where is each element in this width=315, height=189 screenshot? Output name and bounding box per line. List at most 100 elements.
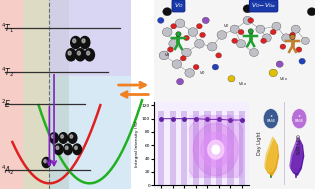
Bar [158,111,164,185]
Circle shape [169,39,178,48]
Bar [193,111,199,185]
Text: $V_O$$-V_{Ga}$: $V_O$$-V_{Ga}$ [251,1,276,10]
Circle shape [77,51,80,55]
Circle shape [299,58,305,64]
Circle shape [168,47,173,52]
Circle shape [282,34,290,42]
Text: $^4T_2$: $^4T_2$ [1,65,14,79]
Circle shape [66,49,76,61]
Circle shape [82,39,85,43]
Circle shape [243,16,252,25]
Circle shape [176,78,184,85]
Circle shape [194,39,204,48]
Circle shape [272,22,281,30]
Circle shape [207,42,217,51]
Circle shape [243,5,252,13]
Circle shape [180,56,186,61]
Polygon shape [265,137,277,173]
Circle shape [230,25,239,33]
Circle shape [71,36,81,49]
Circle shape [175,19,185,28]
Circle shape [232,38,238,43]
Circle shape [228,76,235,82]
Circle shape [307,8,315,16]
Circle shape [262,34,271,42]
Circle shape [68,51,71,55]
Polygon shape [208,140,224,159]
Circle shape [50,133,58,143]
Text: $^2E$: $^2E$ [1,98,11,110]
Circle shape [176,32,181,36]
Polygon shape [173,100,259,189]
Circle shape [75,49,85,61]
Polygon shape [23,0,69,189]
Circle shape [158,18,164,23]
Text: $V_O$: $V_O$ [223,22,230,30]
Circle shape [85,49,94,61]
Circle shape [193,64,199,70]
Bar [216,111,222,185]
Bar [169,111,176,185]
Circle shape [296,47,302,52]
Text: $V_{Ga}$: $V_{Ga}$ [238,81,247,88]
Bar [181,111,187,185]
Text: $^4T_1$: $^4T_1$ [1,21,14,35]
Y-axis label: Integral Intensity (%): Integral Intensity (%) [135,120,139,167]
Bar [239,111,245,185]
Circle shape [248,18,254,23]
Circle shape [73,39,76,43]
Circle shape [249,48,258,57]
Circle shape [163,8,172,16]
Circle shape [269,69,278,77]
Circle shape [51,135,54,138]
Circle shape [256,25,265,33]
Circle shape [163,28,172,36]
Circle shape [159,51,169,60]
Circle shape [188,28,198,36]
Text: ★
BASE: ★ BASE [295,114,304,123]
Polygon shape [266,139,278,175]
Polygon shape [212,145,220,154]
Circle shape [56,146,59,149]
FancyBboxPatch shape [0,0,154,189]
Text: $V_{Ga}$: $V_{Ga}$ [278,75,287,83]
Text: Day Light: Day Light [257,132,262,155]
Circle shape [291,25,300,33]
Circle shape [73,144,82,155]
Circle shape [261,38,266,43]
Circle shape [248,29,253,34]
Circle shape [202,17,209,24]
Circle shape [238,29,244,35]
Bar [227,111,234,185]
Circle shape [80,36,90,49]
Polygon shape [184,112,248,187]
Circle shape [197,24,202,29]
Text: $^4A_2$: $^4A_2$ [1,163,14,177]
Circle shape [42,157,50,168]
Circle shape [212,64,219,70]
Circle shape [184,35,189,40]
Circle shape [75,146,77,149]
Circle shape [263,109,278,129]
Circle shape [44,160,47,163]
Text: $V_O$: $V_O$ [164,52,171,59]
Circle shape [70,135,73,138]
Text: ★
BASE: ★ BASE [266,114,276,123]
Polygon shape [201,132,231,167]
Circle shape [292,109,307,129]
Circle shape [68,133,77,143]
Circle shape [290,35,295,40]
Text: $V_O$: $V_O$ [199,69,206,77]
Circle shape [171,24,176,29]
Text: NIR LED: NIR LED [297,134,302,153]
Circle shape [276,61,283,67]
Polygon shape [291,139,304,175]
Circle shape [172,60,182,69]
Circle shape [64,144,72,155]
Circle shape [54,144,63,155]
Polygon shape [49,0,131,76]
Circle shape [185,69,194,77]
Polygon shape [0,0,69,189]
Circle shape [289,32,295,38]
Circle shape [61,135,63,138]
